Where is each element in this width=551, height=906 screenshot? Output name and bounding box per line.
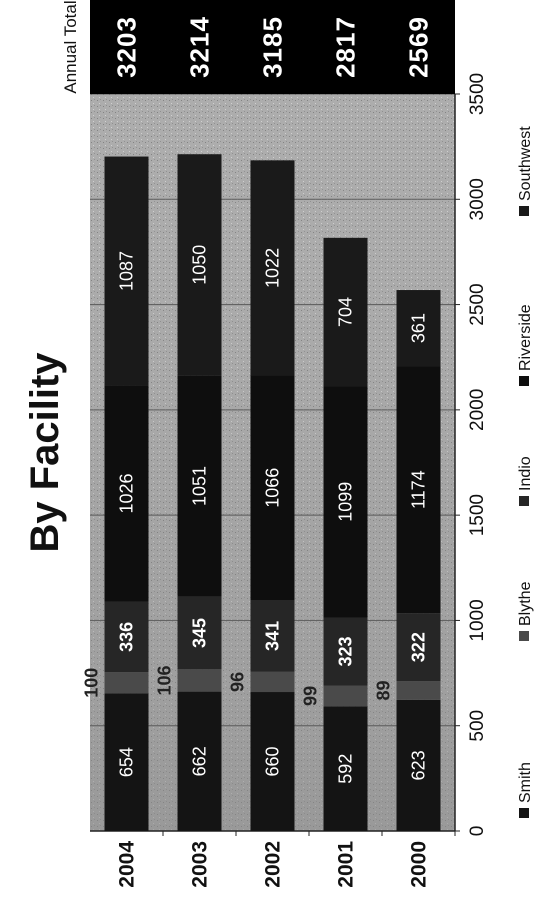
chart-title: By Facility — [23, 352, 67, 553]
legend-label: Southwest — [517, 126, 534, 201]
legend-label: Blythe — [517, 581, 534, 626]
category-label: 2002 — [262, 841, 285, 888]
legend-label: Smith — [517, 762, 534, 803]
data-label: 660 — [263, 746, 283, 776]
data-label: 106 — [155, 665, 175, 695]
x-tick-label: 500 — [467, 710, 488, 742]
x-tick-label: 2500 — [467, 283, 488, 325]
category-label: 2000 — [408, 841, 431, 888]
data-label: 1026 — [117, 473, 137, 513]
data-label: 323 — [336, 636, 356, 666]
annual-total-value: 3214 — [185, 16, 215, 78]
bar-southwest-segment — [104, 156, 149, 386]
data-label: 704 — [336, 297, 356, 327]
data-label: 1022 — [263, 248, 283, 288]
bar-blythe-segment — [250, 671, 295, 693]
x-tick-label: 1000 — [467, 599, 488, 641]
annual-total-value: 2817 — [331, 16, 361, 78]
bar-smith-segment — [323, 706, 368, 831]
data-label: 1050 — [190, 245, 210, 285]
bar-riverside-segment — [323, 386, 368, 618]
totals-panel — [90, 0, 455, 94]
legend-label: Riverside — [517, 304, 534, 371]
x-tick-label: 1500 — [467, 494, 488, 536]
data-label: 361 — [409, 313, 429, 343]
data-label: 99 — [301, 686, 321, 706]
bar-indio-segment — [396, 613, 441, 682]
bar-smith-segment — [250, 692, 295, 831]
data-label: 623 — [409, 750, 429, 780]
bar-smith-segment — [396, 699, 441, 831]
category-label: 2003 — [189, 841, 212, 888]
bar-indio-segment — [250, 600, 295, 672]
x-tick-label: 2000 — [467, 389, 488, 431]
bar-southwest-segment — [250, 160, 295, 376]
data-label: 592 — [336, 754, 356, 784]
bar-blythe-segment — [396, 681, 441, 700]
data-label: 1174 — [409, 470, 429, 509]
bar-riverside-segment — [104, 385, 149, 602]
legend-label: Indio — [517, 456, 534, 491]
bar-blythe-segment — [104, 672, 149, 694]
bar-southwest-segment — [177, 154, 222, 376]
legend-swatch — [519, 496, 529, 506]
x-tick-label: 3000 — [467, 178, 488, 220]
bar-indio-segment — [104, 601, 149, 673]
category-label: 2004 — [116, 841, 139, 888]
bar-indio-segment — [177, 596, 222, 670]
bar-smith-segment — [104, 693, 149, 831]
bar-riverside-segment — [177, 375, 222, 597]
x-tick-label: 3500 — [467, 73, 488, 115]
data-label: 1066 — [263, 468, 283, 508]
annual-total-value: 2569 — [404, 16, 434, 78]
data-label: 1051 — [190, 466, 210, 506]
data-label: 654 — [117, 747, 137, 777]
legend-swatch — [519, 808, 529, 818]
totals-header: Annual Total — [61, 0, 80, 93]
data-label: 100 — [82, 668, 102, 698]
legend-swatch — [519, 376, 529, 386]
data-label: 341 — [263, 621, 283, 651]
x-tick-label: 0 — [467, 826, 488, 837]
annual-total-value: 3203 — [112, 16, 142, 78]
legend-swatch — [519, 206, 529, 216]
data-label: 345 — [190, 618, 210, 648]
data-label: 1087 — [117, 251, 137, 291]
data-label: 96 — [228, 672, 248, 692]
annual-total-value: 3185 — [258, 16, 288, 78]
data-label: 662 — [190, 746, 210, 776]
category-label: 2001 — [335, 841, 358, 888]
bar-southwest-segment — [323, 237, 368, 387]
bar-blythe-segment — [177, 669, 222, 692]
bar-riverside-segment — [250, 375, 295, 601]
bar-southwest-segment — [396, 290, 441, 367]
data-label: 322 — [409, 632, 429, 662]
data-label: 336 — [117, 622, 137, 652]
bar-blythe-segment — [323, 685, 368, 707]
legend-swatch — [519, 631, 529, 641]
data-label: 1099 — [336, 482, 356, 522]
bar-indio-segment — [323, 617, 368, 686]
bar-riverside-segment — [396, 366, 441, 614]
bar-smith-segment — [177, 691, 222, 831]
data-label: 89 — [374, 680, 394, 700]
